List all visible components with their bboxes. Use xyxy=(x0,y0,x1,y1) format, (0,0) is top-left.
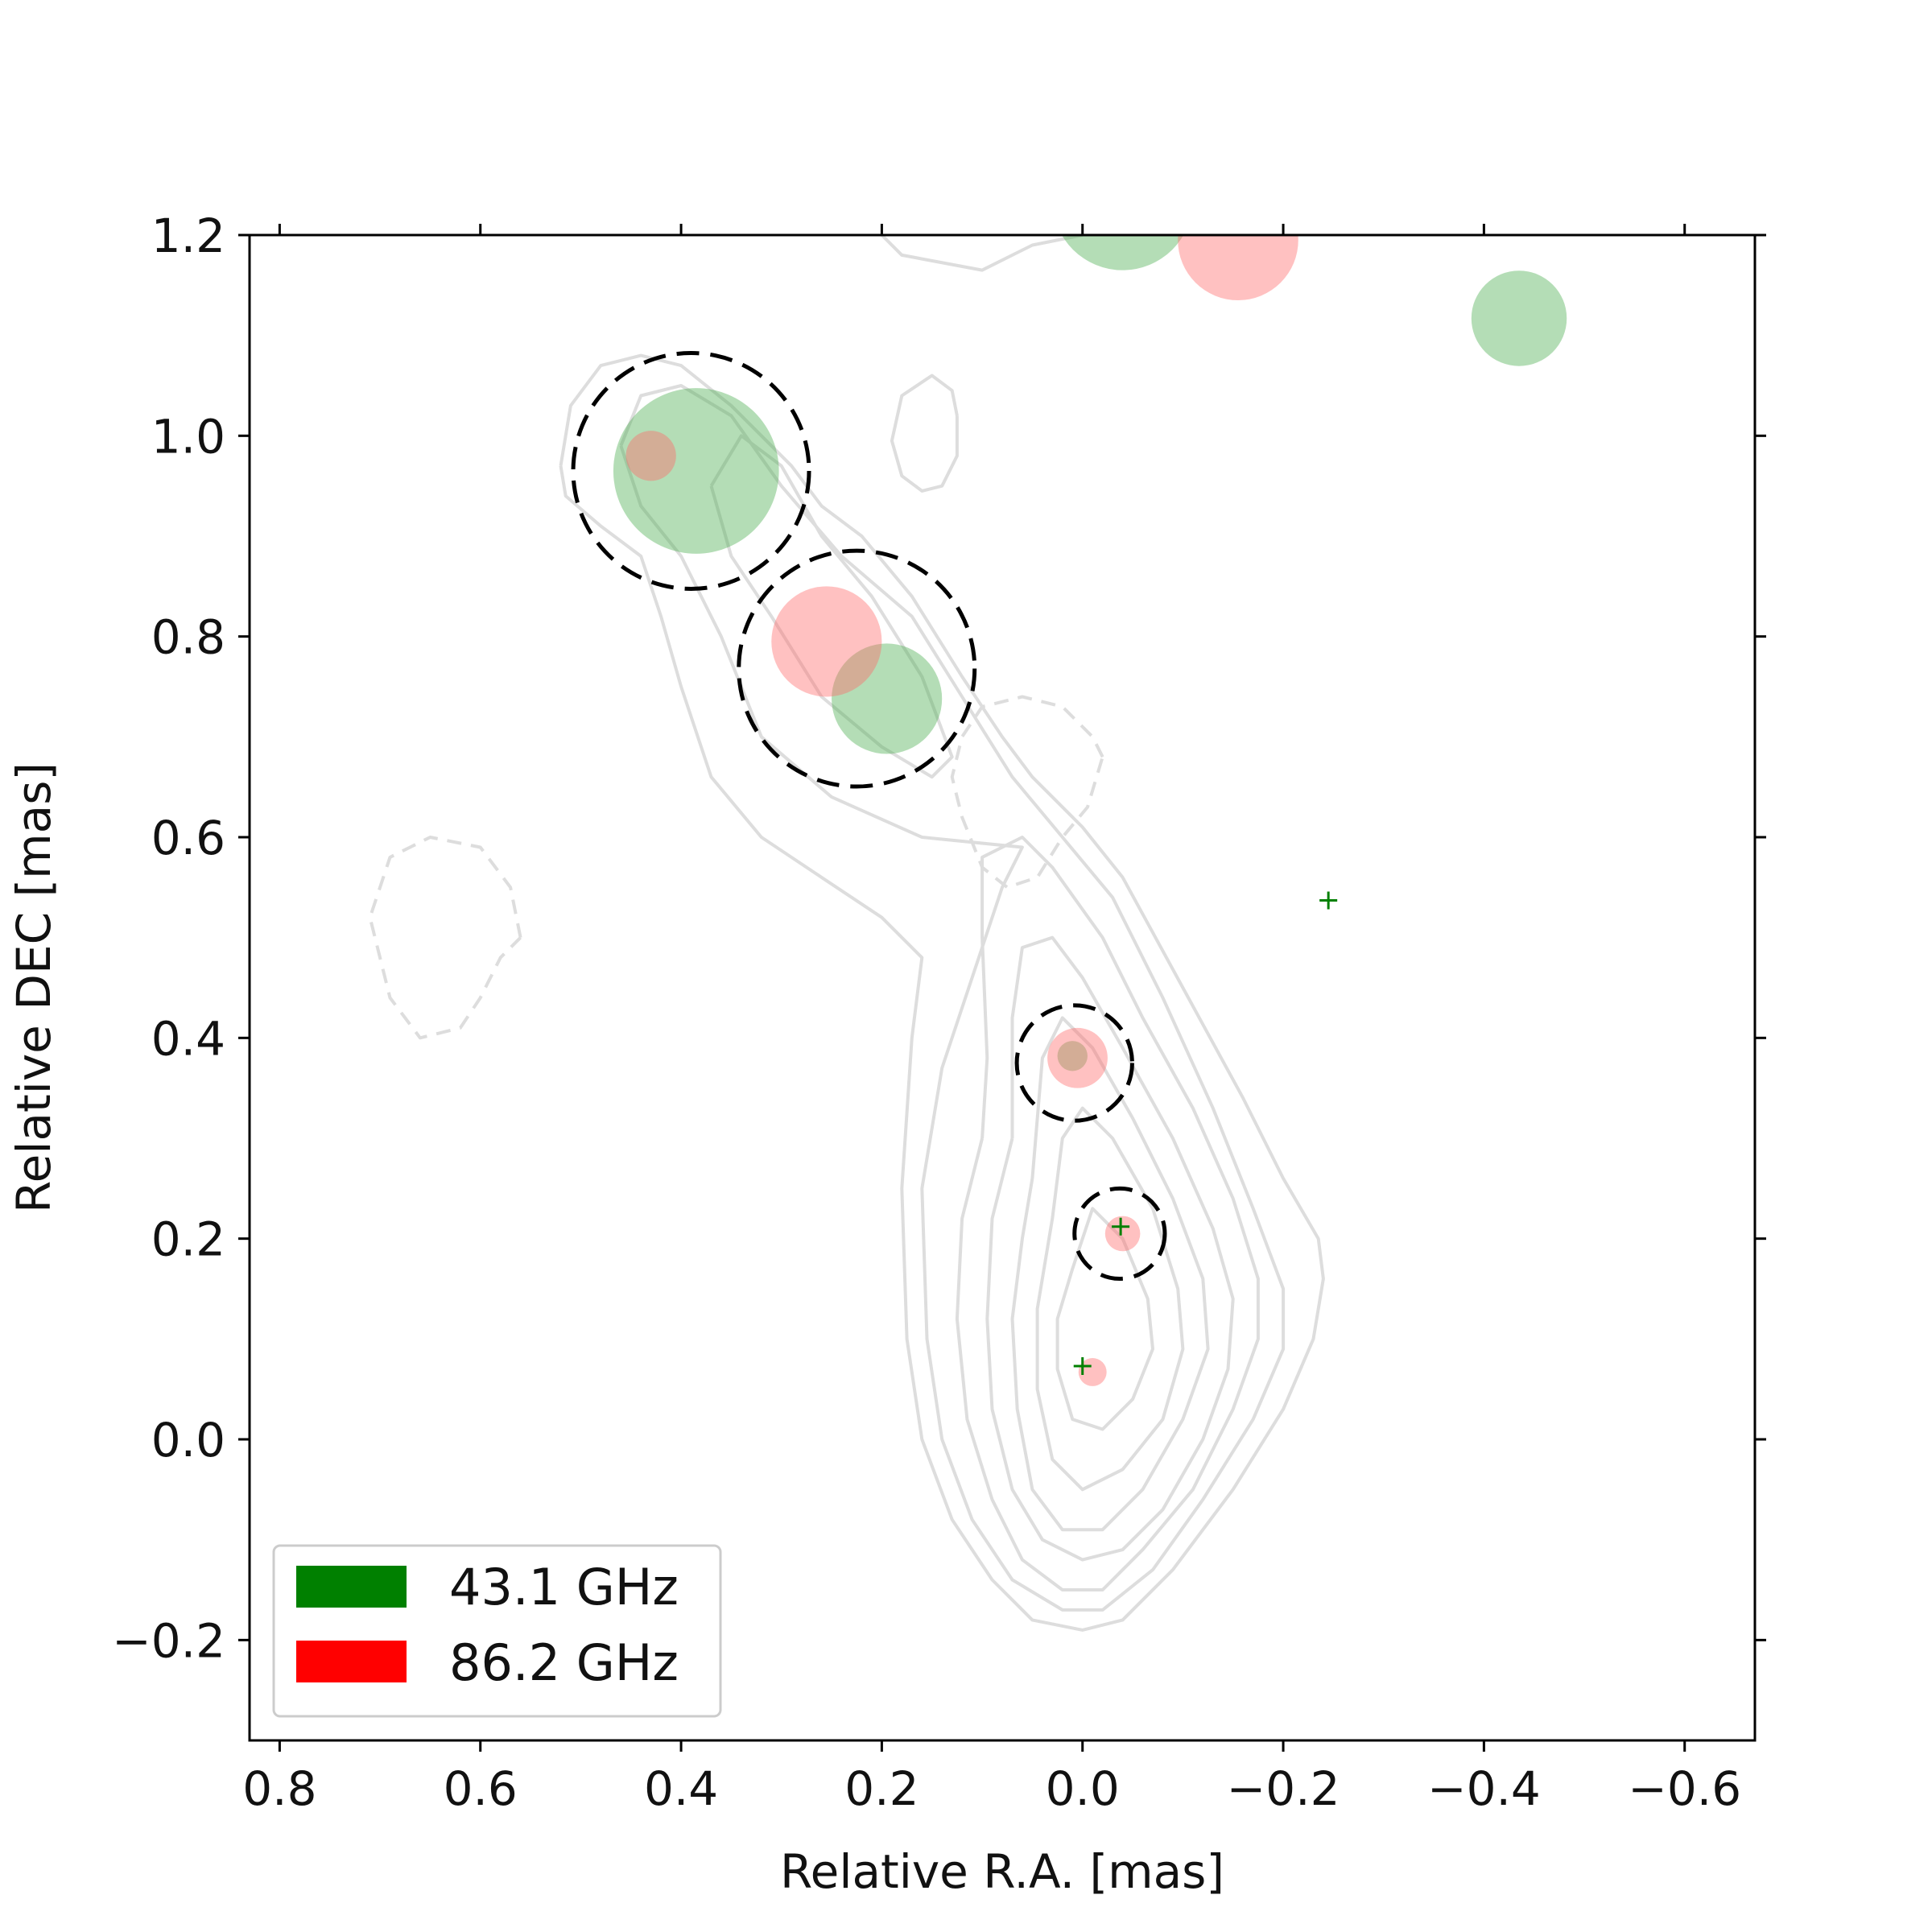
contour-line xyxy=(890,374,959,493)
x-axis-label: Relative R.A. [mas] xyxy=(780,1844,1224,1899)
legend-label-43ghz: 43.1 GHz xyxy=(449,1558,679,1616)
component-43ghz xyxy=(832,643,943,754)
component-marker-43ghz xyxy=(1112,1217,1130,1236)
component-layer xyxy=(613,235,1567,1386)
matched-region-circle xyxy=(571,350,811,591)
component-86ghz xyxy=(771,586,882,697)
legend-label-86ghz: 86.2 GHz xyxy=(449,1633,679,1692)
y-tick-label: 0.8 xyxy=(151,610,225,665)
region-layer xyxy=(571,350,1167,1282)
x-tick-label: 0.8 xyxy=(242,1761,316,1816)
matched-region-circle xyxy=(1072,1186,1167,1282)
contour-line xyxy=(955,836,1260,1591)
x-tick-label: −0.2 xyxy=(1227,1761,1340,1816)
x-tick-label: 0.2 xyxy=(844,1761,919,1816)
y-tick-label: 0.2 xyxy=(151,1212,225,1267)
legend: 43.1 GHz 86.2 GHz xyxy=(272,1544,722,1718)
contour-line xyxy=(880,235,1084,272)
component-43ghz xyxy=(613,388,779,554)
legend-swatch-43ghz xyxy=(296,1566,407,1608)
y-axis-label: Relative DEC [mas] xyxy=(6,762,61,1213)
y-tick-label: 1.0 xyxy=(151,409,225,464)
contour-line-dashed xyxy=(950,695,1104,890)
matched-region-circle xyxy=(1014,1003,1134,1123)
contour-line xyxy=(1010,1016,1210,1532)
x-tick-label: 0.0 xyxy=(1046,1761,1120,1816)
legend-swatch-86ghz xyxy=(296,1641,407,1682)
matched-region-circle xyxy=(737,548,977,789)
y-tick-label: −0.2 xyxy=(112,1613,225,1668)
tick-label-layer: 0.8 0.6 0.4 0.2 0.0 −0.2 −0.4 −0.6 −0.2 0.0 0.2 0.4… xyxy=(112,208,1741,1816)
x-tick-label: −0.4 xyxy=(1427,1761,1541,1816)
component-marker-43ghz xyxy=(1073,1356,1092,1375)
component-43ghz xyxy=(1057,1041,1088,1071)
component-86ghz xyxy=(1104,1216,1141,1252)
y-tick-label: 0.6 xyxy=(151,811,225,865)
contour-line-dashed xyxy=(368,836,522,1040)
x-tick-label: 0.4 xyxy=(644,1761,718,1816)
component-43ghz xyxy=(1062,235,1184,270)
y-tick-label: 0.4 xyxy=(151,1011,225,1066)
component-43ghz xyxy=(1471,270,1567,366)
contour-line xyxy=(709,434,954,779)
x-tick-label: −0.6 xyxy=(1628,1761,1741,1816)
component-marker-43ghz xyxy=(1319,891,1338,910)
contour-line xyxy=(985,935,1235,1562)
y-tick-label: 1.2 xyxy=(151,208,225,263)
plot-area xyxy=(250,235,1755,1740)
marker-layer xyxy=(1073,891,1338,1375)
contour-line xyxy=(1055,1207,1154,1431)
contour-line xyxy=(619,384,1286,1612)
y-tick-label: 0.0 xyxy=(151,1413,225,1468)
x-tick-label: 0.6 xyxy=(444,1761,518,1816)
component-86ghz xyxy=(1178,235,1298,301)
plot-frame xyxy=(248,233,1757,1742)
contour-line xyxy=(559,353,1325,1632)
tick-layer xyxy=(238,224,1766,1752)
contour-line xyxy=(1035,1106,1185,1492)
component-86ghz xyxy=(625,431,676,481)
component-86ghz xyxy=(1047,1027,1108,1088)
contour-layer xyxy=(368,235,1325,1632)
